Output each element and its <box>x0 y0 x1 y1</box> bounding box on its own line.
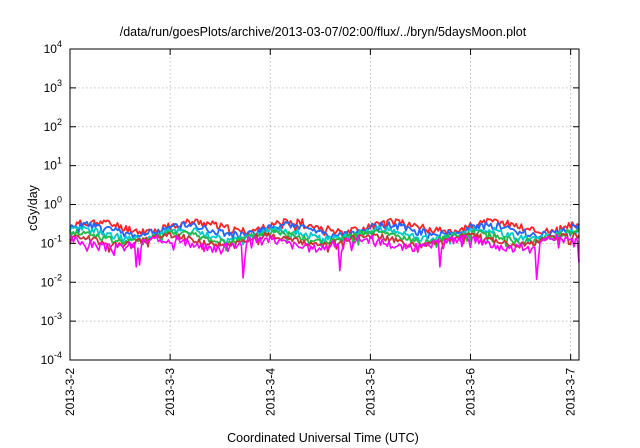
chart-title: /data/run/goesPlots/archive/2013-03-07/0… <box>120 25 527 39</box>
y-tick-exponent: -3 <box>54 311 62 321</box>
y-tick-exponent: 3 <box>57 78 62 88</box>
y-tick-exponent: -4 <box>54 350 62 360</box>
y-tick-label: 10-2 <box>41 272 62 289</box>
x-tick-label: 2013-3-2 <box>63 368 77 416</box>
x-tick-label: 2013-3-4 <box>263 368 277 416</box>
y-tick-base: 10 <box>44 120 58 134</box>
x-axis-ticks: 2013-3-2 2013-3-3 2013-3-4 2013-3-5 2013-3-6… <box>63 49 578 416</box>
y-tick-base: 10 <box>41 275 55 289</box>
x-tick-label: 2013-3-5 <box>363 368 377 416</box>
y-tick-exponent: -1 <box>54 233 62 243</box>
y-tick-label: 10-1 <box>41 233 62 250</box>
y-tick-exponent: 0 <box>57 195 62 205</box>
series-line-6 <box>69 234 580 281</box>
y-tick-label: 10-3 <box>41 311 62 328</box>
y-tick-label: 101 <box>44 156 62 173</box>
y-tick-base: 10 <box>44 159 58 173</box>
y-axis-label: cGy/day <box>26 184 40 231</box>
y-tick-base: 10 <box>41 314 55 328</box>
series-line-1 <box>69 217 580 240</box>
y-tick-label: 102 <box>44 117 62 134</box>
y-tick-base: 10 <box>41 353 55 367</box>
grid-lines <box>70 49 579 360</box>
y-tick-exponent: 4 <box>57 39 62 49</box>
y-tick-label: 10-4 <box>41 350 62 367</box>
y-tick-base: 10 <box>44 198 58 212</box>
y-tick-base: 10 <box>44 81 58 95</box>
y-tick-exponent: 2 <box>57 117 62 127</box>
x-axis-label: Coordinated Universal Time (UTC) <box>227 431 419 445</box>
y-tick-base: 10 <box>44 42 58 56</box>
y-tick-exponent: 1 <box>57 156 62 166</box>
y-tick-label: 103 <box>44 78 62 95</box>
x-tick-label: 2013-3-7 <box>564 368 578 416</box>
series-group <box>69 217 580 281</box>
x-tick-label: 2013-3-6 <box>464 368 478 416</box>
y-tick-label: 100 <box>44 195 62 212</box>
y-tick-exponent: -2 <box>54 272 62 282</box>
y-tick-base: 10 <box>41 236 55 250</box>
y-tick-label: 104 <box>44 39 62 56</box>
x-tick-label: 2013-3-3 <box>163 368 177 416</box>
